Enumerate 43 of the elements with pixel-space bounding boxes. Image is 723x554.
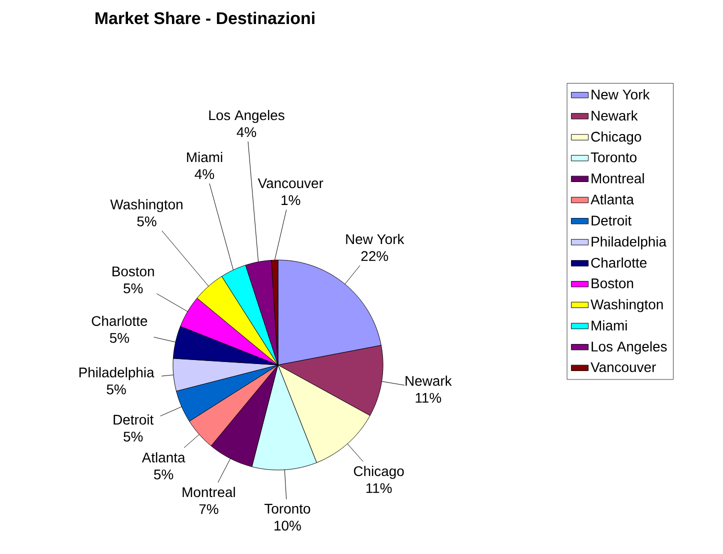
slice-label: Miami	[187, 152, 222, 162]
legend-label: Atlanta	[590, 194, 634, 204]
legend-label: Vancouver	[590, 362, 656, 372]
slice-label: New York	[346, 234, 404, 244]
data-label: 10%	[274, 520, 301, 531]
slice-label: Philadelphia	[79, 367, 154, 380]
data-label: 5%	[154, 470, 174, 480]
legend-label: Charlotte	[591, 257, 647, 268]
slice-label: Washington	[110, 199, 182, 212]
legend-label: Philadelphia	[592, 236, 667, 250]
slice-label: Montreal	[182, 486, 235, 498]
legend-label: Newark	[592, 110, 638, 121]
slice-label: Vancouver	[258, 178, 324, 188]
data-label: 5%	[137, 216, 156, 226]
slice-label: Detroit	[114, 414, 154, 425]
data-label: 4%	[236, 127, 256, 138]
slice-label: Atlanta	[142, 452, 186, 462]
chart-title: Market Share - Destinazioni	[96, 12, 314, 24]
data-label: 1%	[282, 195, 300, 206]
legend-label: Detroit	[592, 215, 632, 226]
legend-label: Boston	[592, 278, 634, 288]
slice-label: Chicago	[354, 466, 404, 479]
legend-label: Washington	[590, 299, 663, 312]
legend-label: New York	[592, 89, 650, 100]
slice-label: Los Angeles	[209, 110, 284, 123]
data-label: 5%	[124, 283, 143, 294]
slice-label: Charlotte	[92, 316, 148, 326]
data-label: 11%	[366, 483, 392, 494]
legend-label: Miami	[592, 320, 627, 330]
data-label: 5%	[106, 384, 126, 394]
legend-label: Montreal	[592, 173, 644, 184]
legend-label: Los Angeles	[592, 341, 667, 354]
data-label: 7%	[199, 504, 218, 514]
legend-label: Chicago	[591, 131, 642, 144]
slice-label: Boston	[112, 266, 154, 276]
data-label: 5%	[110, 333, 130, 343]
data-label: 22%	[361, 251, 388, 261]
data-label: 4%	[194, 169, 214, 180]
data-label: 5%	[124, 432, 143, 442]
legend-label: Toronto	[590, 152, 636, 162]
data-label: 11%	[416, 392, 442, 403]
slice-label: Newark	[406, 376, 452, 386]
slice-label: Toronto	[264, 504, 310, 514]
